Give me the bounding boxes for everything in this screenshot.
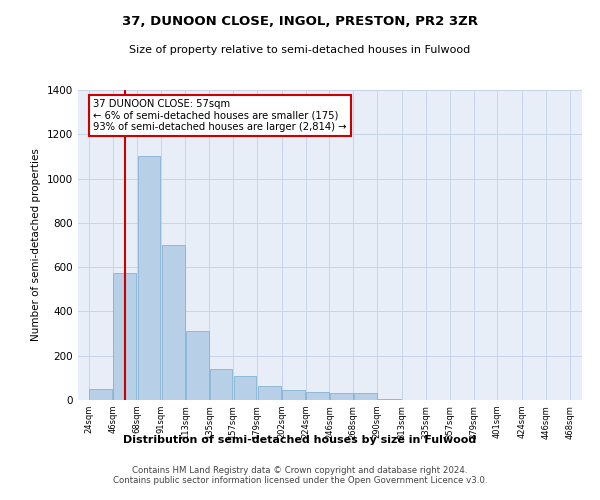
- Text: Size of property relative to semi-detached houses in Fulwood: Size of property relative to semi-detach…: [130, 45, 470, 55]
- Bar: [233, 376, 256, 400]
- Bar: [209, 369, 232, 400]
- Y-axis label: Number of semi-detached properties: Number of semi-detached properties: [31, 148, 41, 342]
- Bar: [89, 389, 112, 400]
- Bar: [354, 394, 377, 400]
- Bar: [162, 245, 185, 400]
- Bar: [306, 392, 329, 400]
- Bar: [283, 390, 305, 400]
- Bar: [258, 386, 281, 400]
- Text: 37, DUNOON CLOSE, INGOL, PRESTON, PR2 3ZR: 37, DUNOON CLOSE, INGOL, PRESTON, PR2 3Z…: [122, 15, 478, 28]
- Bar: [378, 399, 401, 400]
- Text: Distribution of semi-detached houses by size in Fulwood: Distribution of semi-detached houses by …: [124, 435, 476, 445]
- Bar: [137, 156, 160, 400]
- Bar: [113, 272, 136, 400]
- Bar: [186, 332, 209, 400]
- Bar: [330, 394, 353, 400]
- Text: 37 DUNOON CLOSE: 57sqm
← 6% of semi-detached houses are smaller (175)
93% of sem: 37 DUNOON CLOSE: 57sqm ← 6% of semi-deta…: [93, 100, 347, 132]
- Text: Contains HM Land Registry data © Crown copyright and database right 2024.
Contai: Contains HM Land Registry data © Crown c…: [113, 466, 487, 485]
